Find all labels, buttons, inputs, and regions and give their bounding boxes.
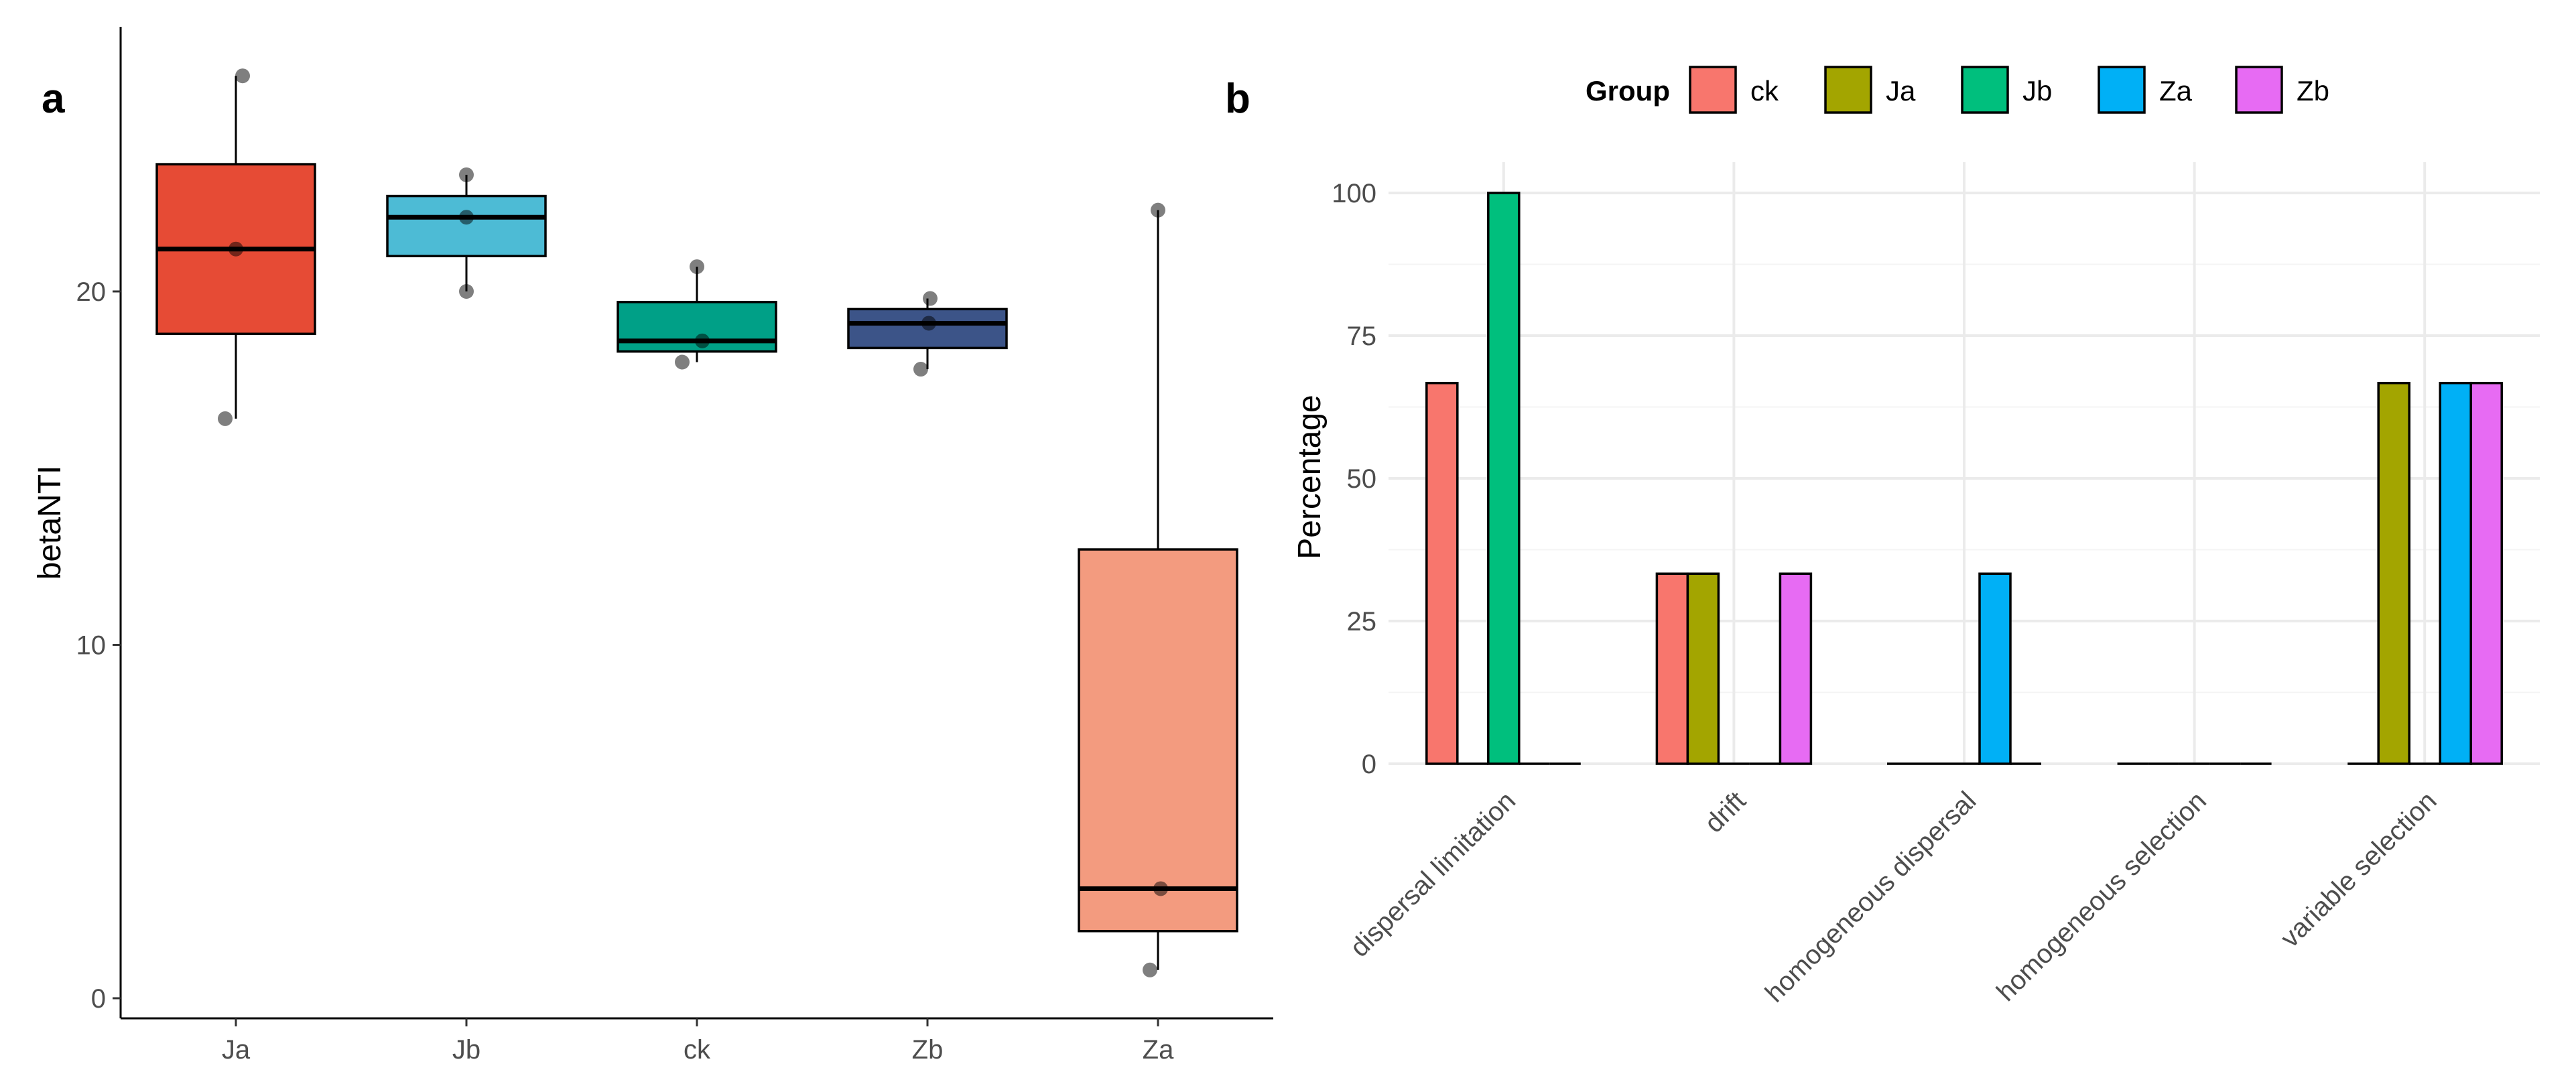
panel-a-label: a bbox=[42, 76, 65, 122]
data-point bbox=[459, 167, 474, 182]
legend-label-Za: Za bbox=[2159, 75, 2193, 107]
legend-label-Ja: Ja bbox=[1886, 75, 1916, 107]
legend-swatch-Ja bbox=[1824, 66, 1872, 114]
y-tick-label: 25 bbox=[1347, 607, 1377, 636]
x-tick-label: homogeneous selection bbox=[1991, 786, 2212, 1007]
panel-b-bar-chart: 0 25 50 75 100 Percentage dispersal limitation… bbox=[1292, 66, 2540, 1008]
data-point bbox=[921, 316, 936, 331]
legend-label-Jb: Jb bbox=[2022, 75, 2052, 107]
data-point bbox=[235, 68, 250, 84]
y-tick-label: 75 bbox=[1347, 322, 1377, 351]
bar-Jb bbox=[1487, 192, 1521, 765]
legend-title: Group bbox=[1586, 75, 1670, 107]
bar-Za bbox=[1978, 572, 2012, 765]
legend-swatch-Za bbox=[2098, 66, 2146, 114]
bar-Za bbox=[2439, 381, 2472, 765]
legend-swatch-ck bbox=[1689, 66, 1737, 114]
x-tick-label: Za bbox=[1143, 1035, 1174, 1065]
data-point bbox=[459, 210, 474, 225]
y-tick-label: 0 bbox=[91, 984, 106, 1014]
y-axis-title: Percentage bbox=[1292, 395, 1328, 559]
x-tick-label: Jb bbox=[452, 1035, 480, 1065]
data-point bbox=[218, 411, 233, 426]
y-tick-label: 0 bbox=[1362, 750, 1376, 779]
legend-swatch-Jb bbox=[1961, 66, 2009, 114]
data-point bbox=[1143, 962, 1157, 977]
panel-b-label: b bbox=[1225, 76, 1250, 122]
data-point bbox=[923, 291, 938, 306]
x-tick-label: drift bbox=[1699, 786, 1751, 838]
bar-ck bbox=[1425, 381, 1459, 765]
data-point bbox=[459, 284, 474, 299]
y-tick-label: 20 bbox=[76, 277, 107, 307]
x-tick-label: ck bbox=[684, 1035, 711, 1065]
x-tick-label: variable selection bbox=[2275, 786, 2443, 953]
y-tick-label: 10 bbox=[76, 631, 107, 661]
bar-Zb bbox=[2469, 381, 2503, 765]
data-point bbox=[913, 362, 928, 377]
data-point bbox=[1151, 202, 1165, 218]
legend-swatch-Zb bbox=[2235, 66, 2283, 114]
bar-Ja bbox=[2377, 381, 2410, 765]
x-tick-label: Ja bbox=[222, 1035, 251, 1065]
data-point bbox=[229, 241, 243, 257]
panel-a-boxplot: 0 10 20 betaNTI Ja Jb ck Zb Za bbox=[32, 27, 1273, 1065]
data-point bbox=[690, 259, 704, 275]
legend-label-Zb: Zb bbox=[2297, 75, 2329, 107]
data-point bbox=[1153, 881, 1168, 896]
y-tick-label: 50 bbox=[1347, 464, 1377, 494]
legend-label-ck: ck bbox=[1750, 75, 1779, 107]
box-Za bbox=[1078, 548, 1238, 933]
x-tick-label: Zb bbox=[912, 1035, 944, 1065]
data-point bbox=[695, 333, 710, 348]
bar-Zb bbox=[1779, 572, 1813, 765]
box-Jb bbox=[386, 194, 547, 258]
x-tick-label: homogeneous dispersal bbox=[1760, 786, 1982, 1008]
data-point bbox=[675, 354, 690, 370]
y-axis-title: betaNTI bbox=[32, 466, 68, 580]
x-tick-label: dispersal limitation bbox=[1344, 786, 1521, 963]
bar-ck bbox=[1655, 572, 1689, 765]
bar-Ja bbox=[1686, 572, 1720, 765]
y-tick-label: 100 bbox=[1332, 179, 1376, 208]
